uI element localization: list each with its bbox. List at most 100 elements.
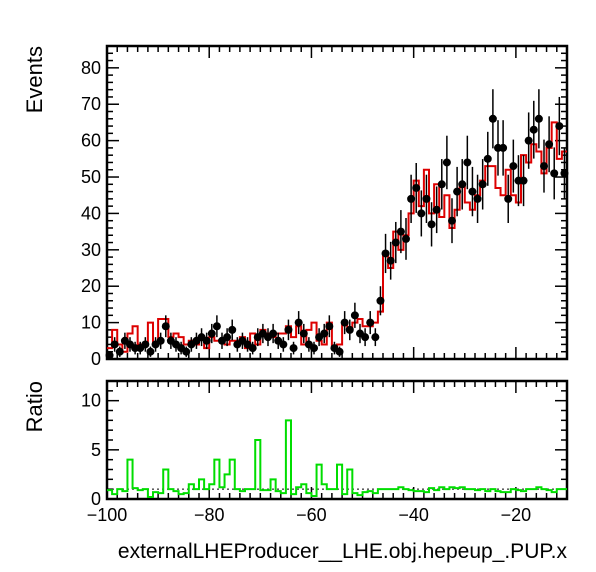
data-point: [228, 319, 237, 341]
data-marker: [376, 296, 385, 305]
data-marker: [320, 329, 329, 338]
y-tick-label: 0: [91, 489, 101, 509]
data-point: [396, 210, 405, 254]
y-tick-label: 20: [81, 276, 101, 296]
data-marker: [560, 169, 569, 178]
data-point: [432, 186, 441, 234]
data-marker: [468, 187, 477, 196]
data-point: [202, 332, 211, 349]
x-tick-label: −60: [296, 505, 327, 525]
ratio-panel: 0 5 10 −100 −80 −60 −40 −20 Ratio externalLHEP…: [22, 379, 569, 563]
data-marker: [182, 347, 191, 356]
data-marker: [371, 333, 380, 342]
y-axis-title-ratio: Ratio: [22, 381, 47, 432]
y-tick-label: 30: [81, 240, 101, 260]
data-point: [499, 120, 508, 176]
data-point: [182, 346, 191, 357]
data-marker: [141, 340, 150, 349]
data-marker: [350, 311, 359, 320]
data-marker: [499, 143, 508, 152]
data-point: [442, 135, 451, 190]
data-marker: [228, 325, 237, 334]
data-marker: [550, 169, 559, 178]
data-marker: [284, 325, 293, 334]
data-marker: [448, 216, 456, 225]
data-point: [279, 337, 288, 352]
data-point: [504, 174, 513, 224]
data-marker: [110, 340, 119, 349]
data-point: [294, 311, 303, 335]
data-marker: [422, 194, 431, 203]
data-point: [320, 323, 329, 344]
data-marker: [391, 238, 400, 247]
data-point: [207, 323, 216, 344]
y-tick-label: 70: [81, 94, 101, 114]
data-marker: [432, 205, 441, 214]
main-y-tick-labels: 0 10 20 30 40 50 60 70 80: [81, 58, 101, 369]
data-marker: [463, 158, 472, 167]
main-x-ticks: [106, 46, 568, 359]
data-point: [422, 174, 431, 224]
data-point: [381, 233, 390, 274]
data-point: [463, 135, 472, 190]
data-point: [550, 147, 559, 200]
data-marker: [396, 227, 405, 236]
data-point: [223, 328, 232, 347]
data-point: [427, 202, 436, 247]
data-point: [248, 341, 257, 355]
y-tick-label: 10: [81, 313, 101, 333]
data-marker: [504, 194, 513, 203]
data-point: [540, 139, 548, 193]
main-y-ticks: [107, 52, 567, 360]
data-marker: [427, 220, 436, 229]
data-point: [310, 341, 318, 355]
data-point: [483, 131, 492, 186]
data-marker: [223, 333, 232, 342]
data-point: [412, 162, 421, 213]
data-marker: [534, 114, 543, 123]
data-marker: [509, 162, 518, 171]
ratio-x-ticks: [106, 381, 568, 499]
data-point: [105, 351, 114, 360]
data-marker: [105, 351, 114, 360]
data-point: [437, 159, 446, 210]
data-point: [468, 166, 477, 217]
data-marker: [519, 176, 528, 185]
y-tick-label: 40: [81, 203, 101, 223]
data-point: [110, 337, 119, 352]
x-tick-label: −20: [501, 505, 532, 525]
data-point: [284, 319, 293, 341]
data-point: [376, 286, 385, 316]
data-point: [115, 346, 124, 357]
data-marker: [386, 256, 395, 265]
data-point: [345, 319, 354, 341]
y-tick-label: 80: [81, 58, 101, 78]
main-panel: 0 10 20 30 40 50 60 70 80 Events: [22, 44, 569, 369]
data-marker: [310, 344, 318, 353]
data-marker: [407, 194, 416, 203]
data-marker: [269, 329, 278, 338]
data-point: [156, 332, 165, 349]
data-point: [386, 241, 395, 280]
data-point: [371, 328, 380, 347]
data-point: [391, 221, 400, 264]
data-marker: [478, 180, 487, 189]
x-tick-label: −40: [398, 505, 429, 525]
ratio-histogram: [107, 419, 567, 499]
data-point: [141, 337, 150, 352]
data-marker: [412, 183, 421, 192]
x-tick-label: −80: [194, 505, 225, 525]
data-point: [417, 190, 426, 237]
data-marker: [402, 234, 410, 243]
data-marker: [488, 114, 497, 123]
y-tick-label: 5: [91, 440, 101, 460]
data-point: [335, 346, 344, 357]
data-marker: [540, 162, 548, 171]
x-axis-title: externalLHEProducer__LHE.obj.hepeup_.PUP…: [118, 540, 568, 563]
data-point: [560, 147, 569, 200]
data-point: [269, 323, 278, 344]
y-tick-label: 10: [81, 391, 101, 411]
data-point: [350, 302, 359, 328]
data-marker: [325, 322, 334, 331]
